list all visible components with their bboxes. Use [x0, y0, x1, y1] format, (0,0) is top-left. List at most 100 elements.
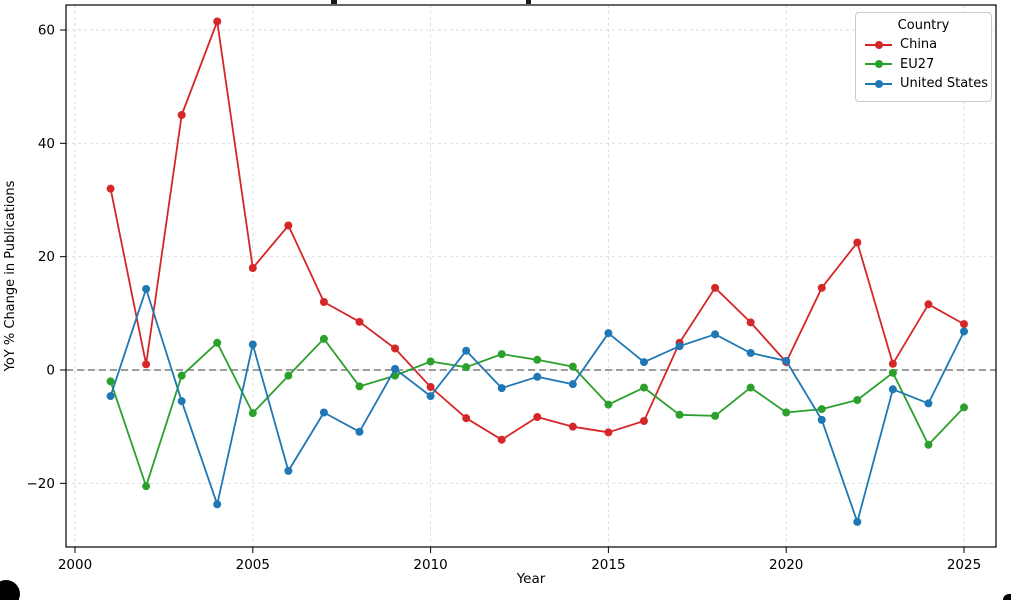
data-point-china-2006: [284, 221, 293, 230]
data-point-china-2011: [462, 414, 471, 423]
data-point-china-2019: [746, 318, 755, 327]
data-point-eu27-2003: [177, 371, 186, 380]
data-point-china-2008: [355, 317, 364, 326]
legend-label-eu27: EU27: [900, 56, 935, 72]
data-point-united-states-2001: [106, 392, 115, 401]
legend-entry-eu27: EU27: [865, 55, 982, 75]
data-point-united-states-2002: [142, 284, 151, 293]
data-point-china-2009: [391, 344, 400, 353]
data-point-eu27-2002: [142, 482, 151, 491]
legend-label-united-states: United States: [900, 76, 989, 91]
data-point-eu27-2024: [924, 440, 933, 449]
data-point-united-states-2007: [319, 408, 328, 417]
data-point-china-2025: [960, 320, 968, 329]
data-point-united-states-2012: [497, 384, 506, 393]
data-point-eu27-2014: [568, 362, 577, 371]
data-point-united-states-2008: [355, 427, 364, 436]
data-point-united-states-2022: [853, 517, 862, 526]
data-point-united-states-2011: [462, 346, 471, 355]
data-point-united-states-2017: [675, 342, 684, 351]
y-tick-label: 0: [46, 363, 55, 379]
data-point-china-2024: [924, 300, 933, 309]
data-point-eu27-2012: [497, 350, 506, 359]
data-point-eu27-2005: [248, 409, 257, 418]
data-point-united-states-2004: [213, 500, 222, 509]
data-point-eu27-2015: [604, 400, 613, 409]
legend-entry-china: China: [865, 35, 982, 55]
data-point-china-2015: [604, 428, 613, 437]
data-point-eu27-2008: [355, 382, 364, 391]
data-point-eu27-2007: [319, 334, 328, 343]
data-point-eu27-2021: [817, 405, 826, 414]
data-point-eu27-2016: [639, 383, 648, 392]
data-point-eu27-2020: [782, 408, 791, 417]
cropped-title-remnant: [526, 0, 531, 4]
x-tick-label: 2005: [236, 557, 270, 573]
data-point-china-2005: [248, 263, 257, 272]
legend: Country China EU27 United States: [855, 12, 992, 102]
legend-line-marker-united-states: [865, 79, 892, 89]
data-point-united-states-2020: [782, 356, 791, 365]
data-point-china-2002: [142, 360, 151, 369]
y-tick-label: 60: [38, 22, 55, 38]
data-point-china-2023: [888, 359, 897, 368]
data-point-china-2014: [568, 422, 577, 431]
data-point-united-states-2009: [391, 364, 400, 373]
x-tick-label: 2020: [769, 557, 803, 573]
data-point-united-states-2021: [817, 415, 826, 424]
data-point-china-2016: [639, 417, 648, 426]
x-tick-label: 2015: [591, 557, 625, 573]
data-point-china-2010: [426, 383, 435, 392]
y-tick-label: 40: [38, 136, 55, 152]
data-point-united-states-2016: [639, 358, 648, 367]
legend-label-china: China: [900, 37, 938, 52]
screen-corner-artifact: [0, 580, 20, 600]
data-point-eu27-2013: [533, 355, 542, 364]
data-point-united-states-2003: [177, 397, 186, 406]
x-tick-label: 2010: [413, 557, 447, 573]
data-point-eu27-2017: [675, 410, 684, 419]
data-point-china-2007: [319, 297, 328, 306]
data-point-united-states-2019: [746, 348, 755, 357]
x-axis-label: Year: [516, 571, 546, 587]
data-point-eu27-2001: [106, 377, 115, 386]
y-tick-label: −20: [27, 476, 56, 492]
data-point-eu27-2023: [888, 368, 897, 377]
data-point-china-2012: [497, 435, 506, 444]
y-tick-label: 20: [38, 249, 55, 265]
data-point-united-states-2018: [711, 330, 720, 339]
legend-line-marker-eu27: [865, 59, 892, 69]
data-point-united-states-2024: [924, 399, 933, 408]
data-point-eu27-2022: [853, 396, 862, 405]
data-point-united-states-2025: [960, 327, 968, 336]
plot-frame: [65, 4, 997, 548]
data-point-eu27-2011: [462, 363, 471, 372]
data-point-eu27-2019: [746, 383, 755, 392]
data-point-united-states-2023: [888, 385, 897, 394]
data-point-china-2021: [817, 283, 826, 292]
legend-line-marker-china: [865, 40, 892, 50]
data-point-united-states-2014: [568, 380, 577, 389]
data-point-china-2003: [177, 110, 186, 119]
data-point-china-2004: [213, 17, 222, 26]
data-point-united-states-2015: [604, 329, 613, 338]
data-point-eu27-2004: [213, 338, 222, 347]
data-point-united-states-2005: [248, 340, 257, 349]
data-point-china-2013: [533, 413, 542, 422]
data-point-eu27-2010: [426, 357, 435, 366]
data-point-china-2018: [711, 283, 720, 292]
data-point-united-states-2010: [426, 392, 435, 401]
data-point-united-states-2006: [284, 466, 293, 475]
cropped-title-remnant: [331, 0, 337, 4]
data-point-united-states-2013: [533, 372, 542, 381]
data-point-eu27-2025: [960, 403, 968, 412]
data-point-eu27-2006: [284, 371, 293, 380]
screen-corner-artifact: [1003, 594, 1011, 600]
data-point-eu27-2018: [711, 411, 720, 420]
data-point-china-2022: [853, 238, 862, 247]
legend-title: Country: [897, 18, 950, 33]
x-tick-label: 2025: [947, 557, 981, 573]
legend-entry-united-states: United States: [865, 74, 988, 94]
x-tick-label: 2000: [58, 557, 92, 573]
